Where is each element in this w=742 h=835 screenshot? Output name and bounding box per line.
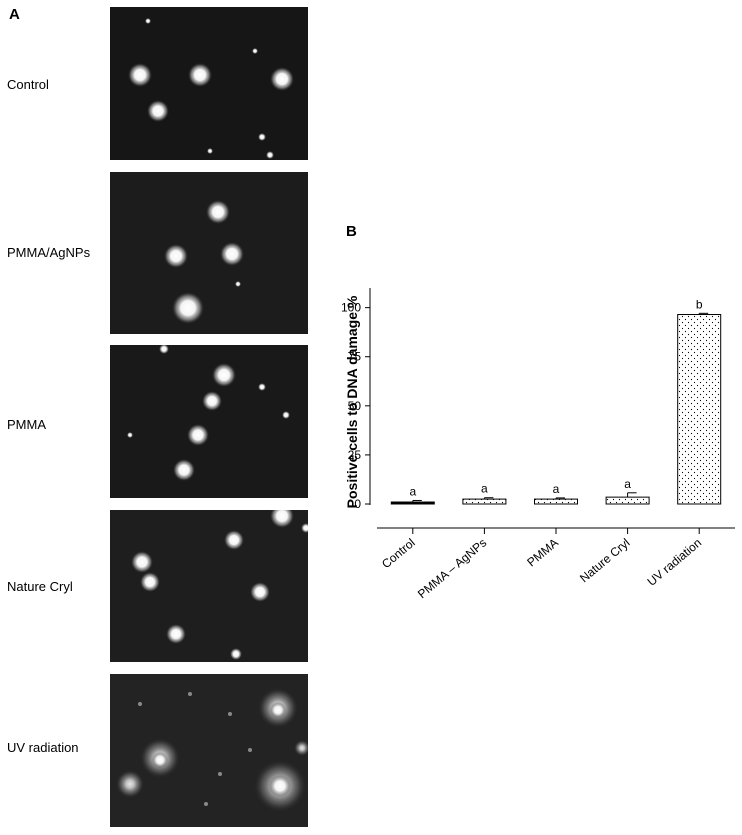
y-tick-label: 100 (341, 301, 361, 315)
bars: a a a a b (390, 297, 722, 505)
significance-letter: a (409, 484, 416, 498)
x-tick-label: PMMA – AgNPs (415, 536, 489, 602)
significance-letter: a (624, 477, 631, 491)
y-tick-label: 75 (348, 350, 362, 364)
y-tick-label: 50 (348, 399, 362, 413)
y-axis: 0 25 50 75 100 (341, 288, 371, 511)
y-tick-label: 25 (348, 448, 362, 462)
significance-letter: a (553, 482, 560, 496)
panel-b-letter: B (346, 223, 357, 240)
bar (462, 498, 507, 505)
x-tick-label: UV radiation (645, 536, 705, 589)
x-tick-label: Nature Cryl (577, 536, 632, 586)
micrograph-nature-cryl (110, 510, 308, 662)
row-label-control: Control (7, 77, 49, 92)
y-axis-label: Positive cells to DNA damage % (344, 295, 360, 508)
micrograph-control (110, 7, 308, 160)
row-label-nature-cryl: Nature Cryl (7, 579, 73, 594)
x-tick-label: Control (379, 536, 418, 572)
bar (605, 496, 650, 505)
micrograph-pmma-agnps (110, 172, 308, 334)
x-tick-label: PMMA (524, 536, 561, 570)
row-label-uv-radiation: UV radiation (7, 740, 79, 755)
micrograph-uv-radiation (110, 674, 308, 827)
row-label-pmma-agnps: PMMA/AgNPs (7, 245, 91, 260)
row-label-pmma: PMMA (7, 417, 46, 432)
bar (677, 314, 722, 505)
y-tick-label: 0 (354, 497, 361, 511)
significance-letter: a (481, 482, 488, 496)
panel-a-letter: A (9, 6, 20, 23)
bar (534, 498, 578, 505)
significance-letter: b (696, 297, 703, 311)
micrograph-pmma (110, 345, 308, 498)
